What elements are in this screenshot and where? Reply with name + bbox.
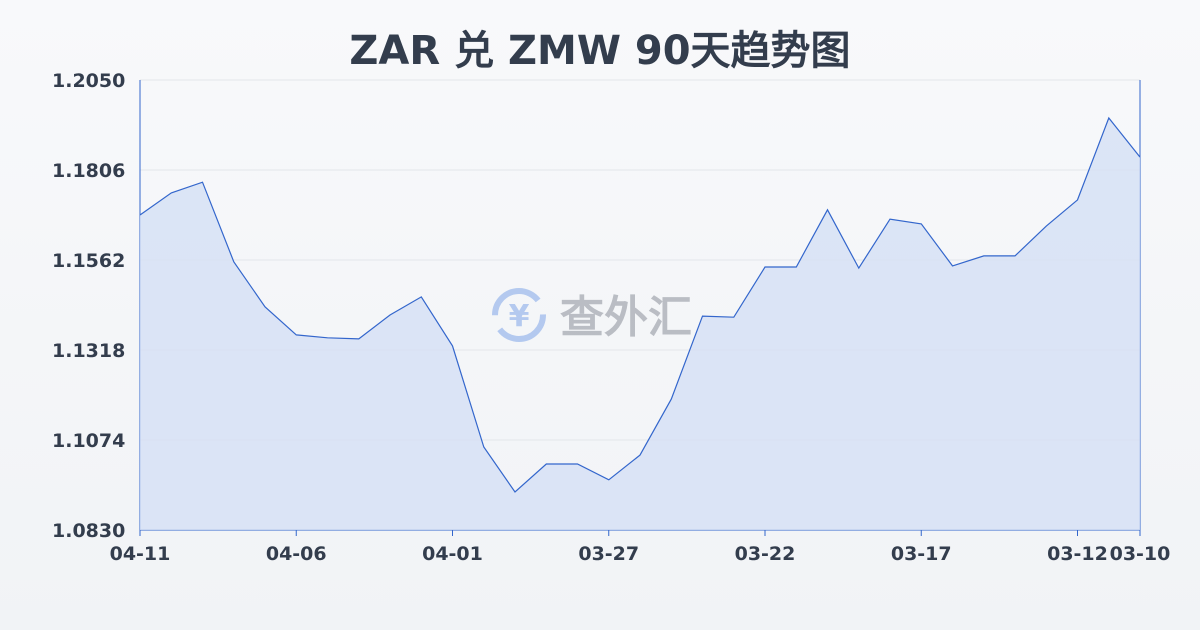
x-tick-label: 04-01 <box>422 543 483 565</box>
y-tick-label: 1.2050 <box>52 70 125 92</box>
y-tick-label: 1.1562 <box>52 250 125 272</box>
x-tick-label: 04-06 <box>266 543 327 565</box>
x-tick-label: 03-10 <box>1110 543 1171 565</box>
watermark: ¥ 查外汇 <box>492 288 692 343</box>
svg-text:¥: ¥ <box>509 299 530 334</box>
area-fill <box>140 118 1140 530</box>
x-tick-label: 03-17 <box>891 543 952 565</box>
y-tick-label: 1.0830 <box>52 520 125 542</box>
watermark-text: 查外汇 <box>560 292 692 343</box>
chart-title: ZAR 兑 ZMW 90天趋势图 <box>349 28 851 74</box>
x-tick-label: 04-11 <box>110 543 171 565</box>
x-tick-label: 03-12 <box>1047 543 1108 565</box>
x-tick-label: 03-27 <box>578 543 639 565</box>
yen-exchange-icon: ¥ <box>492 288 546 342</box>
y-tick-label: 1.1074 <box>52 430 125 452</box>
y-tick-label: 1.1806 <box>52 160 125 182</box>
data-points <box>139 117 1141 493</box>
x-tick-label: 03-22 <box>735 543 796 565</box>
y-tick-label: 1.1318 <box>52 340 125 362</box>
